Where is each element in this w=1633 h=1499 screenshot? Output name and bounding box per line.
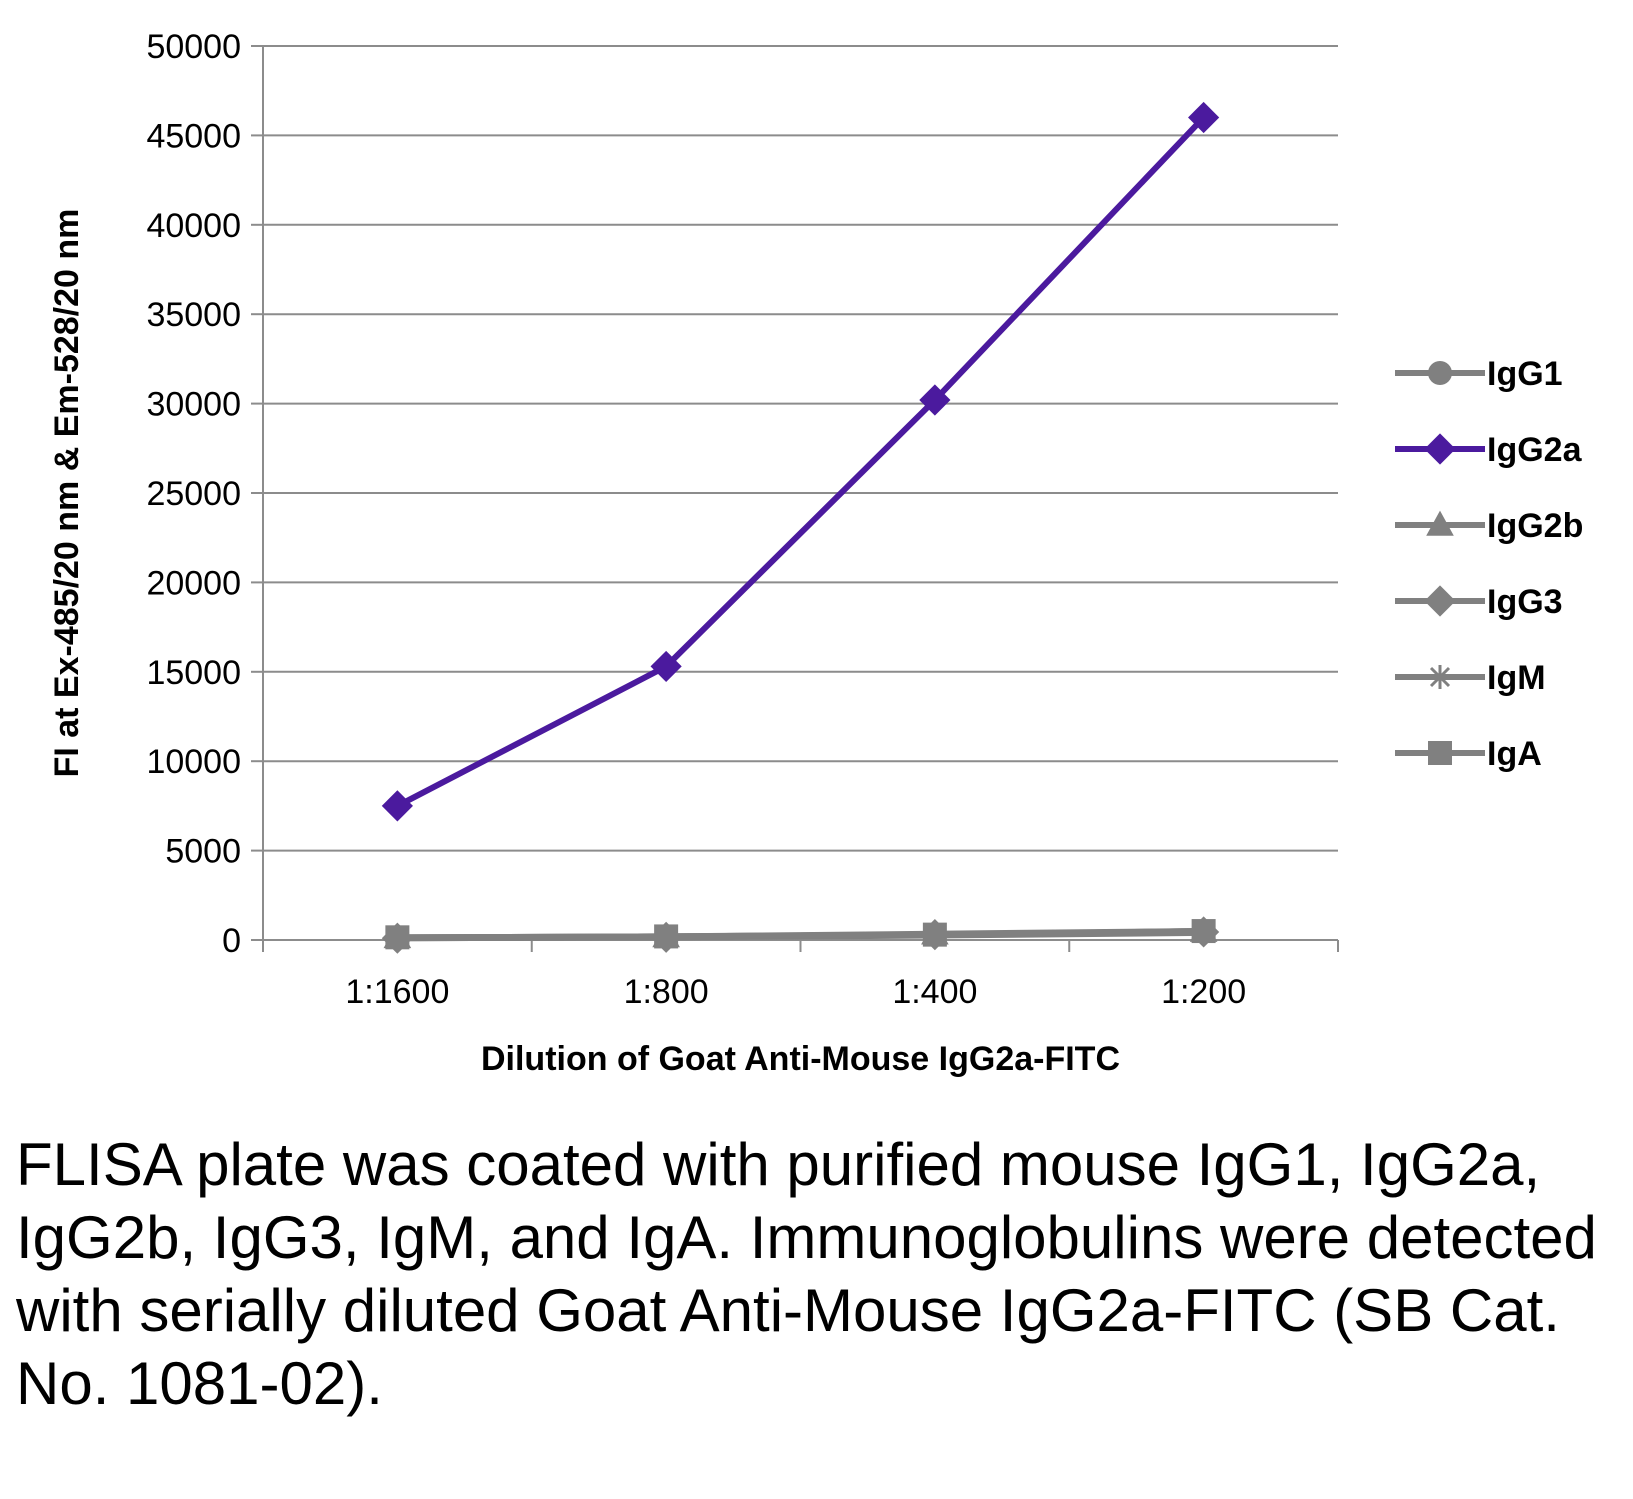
legend-label-iga: IgA [1487, 735, 1542, 773]
star-stroke [1429, 666, 1451, 688]
y-tick-label: 0 [222, 922, 241, 960]
data-point-igg2a [650, 650, 682, 683]
x-axis-title: Dilution of Goat Anti-Mouse IgG2a-FITC [481, 1040, 1120, 1078]
y-tick-label: 20000 [146, 564, 241, 602]
x-tick-label: 1:400 [892, 973, 977, 1011]
data-point-iga [922, 922, 947, 947]
y-tick-label: 35000 [146, 296, 241, 334]
legend-label-igg3: IgG3 [1487, 583, 1563, 621]
legend-marker-igg2a [1424, 433, 1456, 465]
y-tick-label: 10000 [146, 743, 241, 781]
y-axis-title: FI at Ex-485/20 nm & Em-528/20 nm [48, 209, 86, 778]
y-tick-label: 25000 [146, 475, 241, 513]
chart-canvas: 0 5000 10000 15000 20000 25000 30000 35000 40000… [48, 28, 1583, 1078]
x-tick-label: 1:800 [624, 973, 709, 1011]
y-tick-label: 5000 [165, 833, 241, 871]
legend-marker-iga [1428, 741, 1452, 765]
data-point-iga [654, 924, 679, 949]
data-point-iga [1191, 919, 1216, 944]
elisa-chart: 0 5000 10000 15000 20000 25000 30000 35000 40000… [48, 28, 1583, 1078]
data-point-igg2a [381, 790, 413, 822]
legend-marker-igg1 [1428, 361, 1452, 385]
x-tick-label: 1:1600 [345, 973, 449, 1011]
figure-caption: FLISA plate was coated with purified mou… [16, 1131, 1597, 1417]
series-line-iga [397, 928, 1204, 941]
y-tick-label: 30000 [146, 386, 241, 424]
legend-marker-igg2b [1426, 510, 1454, 536]
legend-label-igg2b: IgG2b [1487, 507, 1583, 545]
data-point-igg2a [1188, 101, 1220, 134]
legend-marker-igg3 [1424, 585, 1456, 617]
y-tick-label: 45000 [146, 117, 241, 155]
data-point-igg2a [919, 384, 951, 416]
data-point-iga [385, 925, 410, 950]
legend-label-igm: IgM [1487, 659, 1546, 697]
legend-marker-igm [1428, 665, 1452, 689]
x-tick-label: 1:200 [1161, 973, 1246, 1011]
legend-label-igg1: IgG1 [1487, 355, 1563, 393]
y-tick-label: 40000 [146, 207, 241, 245]
y-tick-label: 50000 [146, 28, 241, 66]
y-tick-label: 15000 [146, 654, 241, 692]
series-line-igg2a [395, 115, 1206, 809]
legend-label-igg2a: IgG2a [1487, 431, 1583, 469]
